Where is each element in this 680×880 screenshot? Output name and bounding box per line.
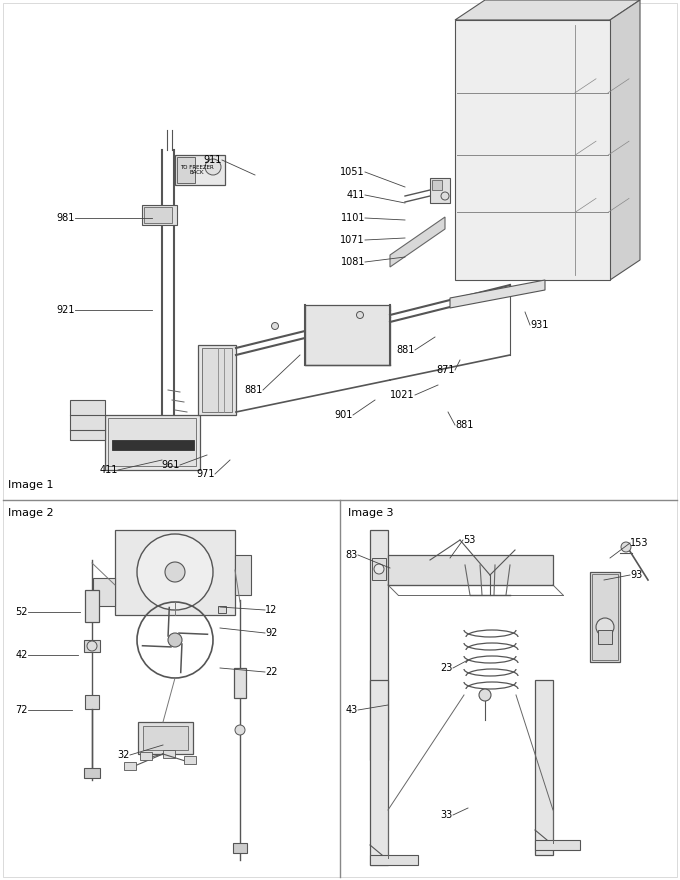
Text: 881: 881	[245, 385, 263, 395]
Text: 871: 871	[437, 365, 455, 375]
Text: 33: 33	[441, 810, 453, 820]
Text: 881: 881	[396, 345, 415, 355]
Circle shape	[374, 564, 384, 574]
Polygon shape	[450, 280, 545, 308]
Bar	[370, 530, 388, 760]
Text: 971: 971	[197, 469, 215, 479]
Bar	[235, 555, 251, 595]
Bar	[218, 606, 226, 613]
Circle shape	[165, 562, 185, 582]
Bar	[108, 418, 196, 466]
Text: 921: 921	[56, 305, 75, 315]
Bar	[143, 726, 188, 750]
Bar	[233, 843, 247, 853]
Bar	[370, 855, 418, 865]
Circle shape	[87, 641, 97, 651]
Bar	[84, 768, 100, 778]
Text: 32: 32	[118, 750, 130, 760]
Text: 22: 22	[265, 667, 277, 677]
Bar	[388, 555, 553, 585]
Text: 411: 411	[100, 465, 118, 475]
Bar	[124, 762, 136, 770]
Bar	[535, 680, 553, 855]
Bar	[432, 180, 442, 190]
Text: 93: 93	[630, 570, 642, 580]
Bar	[372, 558, 386, 580]
Bar	[139, 752, 152, 760]
Polygon shape	[610, 0, 640, 280]
Text: TO FREEZER
BACK: TO FREEZER BACK	[180, 165, 214, 175]
Bar	[430, 178, 450, 203]
Polygon shape	[390, 217, 445, 267]
Circle shape	[271, 322, 279, 329]
Bar	[535, 840, 580, 850]
Text: Image 3: Image 3	[348, 508, 394, 518]
Bar	[175, 155, 225, 185]
Bar	[370, 680, 388, 865]
Circle shape	[479, 689, 491, 701]
Bar	[93, 578, 115, 606]
Text: 1081: 1081	[341, 257, 365, 267]
Text: Image 2: Image 2	[8, 508, 54, 518]
Circle shape	[356, 312, 364, 319]
Text: 881: 881	[455, 420, 473, 430]
Text: 92: 92	[265, 628, 277, 638]
Text: 23: 23	[441, 663, 453, 673]
Text: 931: 931	[530, 320, 548, 330]
Text: 411: 411	[347, 190, 365, 200]
Text: 72: 72	[16, 705, 28, 715]
Bar	[598, 630, 612, 644]
Text: 42: 42	[16, 650, 28, 660]
Bar	[592, 574, 618, 660]
Text: 1051: 1051	[341, 167, 365, 177]
Circle shape	[621, 542, 631, 552]
Text: 83: 83	[345, 550, 358, 560]
Circle shape	[205, 159, 221, 175]
Bar	[85, 695, 99, 709]
Bar	[112, 440, 194, 450]
Text: 911: 911	[203, 155, 222, 165]
Text: 1071: 1071	[341, 235, 365, 245]
Text: 12: 12	[265, 605, 277, 615]
Bar	[84, 640, 100, 652]
Circle shape	[168, 633, 182, 647]
Text: 153: 153	[630, 538, 649, 548]
Bar	[234, 668, 246, 698]
Circle shape	[596, 618, 614, 636]
Text: 1021: 1021	[390, 390, 415, 400]
Text: 901: 901	[335, 410, 353, 420]
Bar	[177, 157, 195, 183]
Text: 981: 981	[56, 213, 75, 223]
Circle shape	[464, 297, 471, 304]
Bar	[202, 348, 232, 412]
Text: 52: 52	[16, 607, 28, 617]
Bar	[163, 751, 175, 759]
Bar	[142, 205, 177, 225]
Bar	[105, 415, 200, 470]
Bar	[144, 207, 172, 223]
Polygon shape	[455, 0, 640, 20]
Polygon shape	[455, 20, 610, 280]
Bar	[85, 590, 99, 622]
Bar	[198, 345, 236, 415]
Bar	[115, 530, 235, 615]
Circle shape	[137, 534, 213, 610]
Circle shape	[441, 192, 449, 200]
Bar	[70, 400, 105, 440]
Bar	[138, 722, 193, 754]
Text: 1101: 1101	[341, 213, 365, 223]
Text: 43: 43	[345, 705, 358, 715]
Bar	[305, 305, 390, 365]
Text: 961: 961	[162, 460, 180, 470]
Text: 53: 53	[463, 535, 475, 545]
Text: Image 1: Image 1	[8, 480, 54, 490]
Circle shape	[235, 725, 245, 735]
Bar	[184, 757, 196, 765]
Bar	[590, 572, 620, 662]
